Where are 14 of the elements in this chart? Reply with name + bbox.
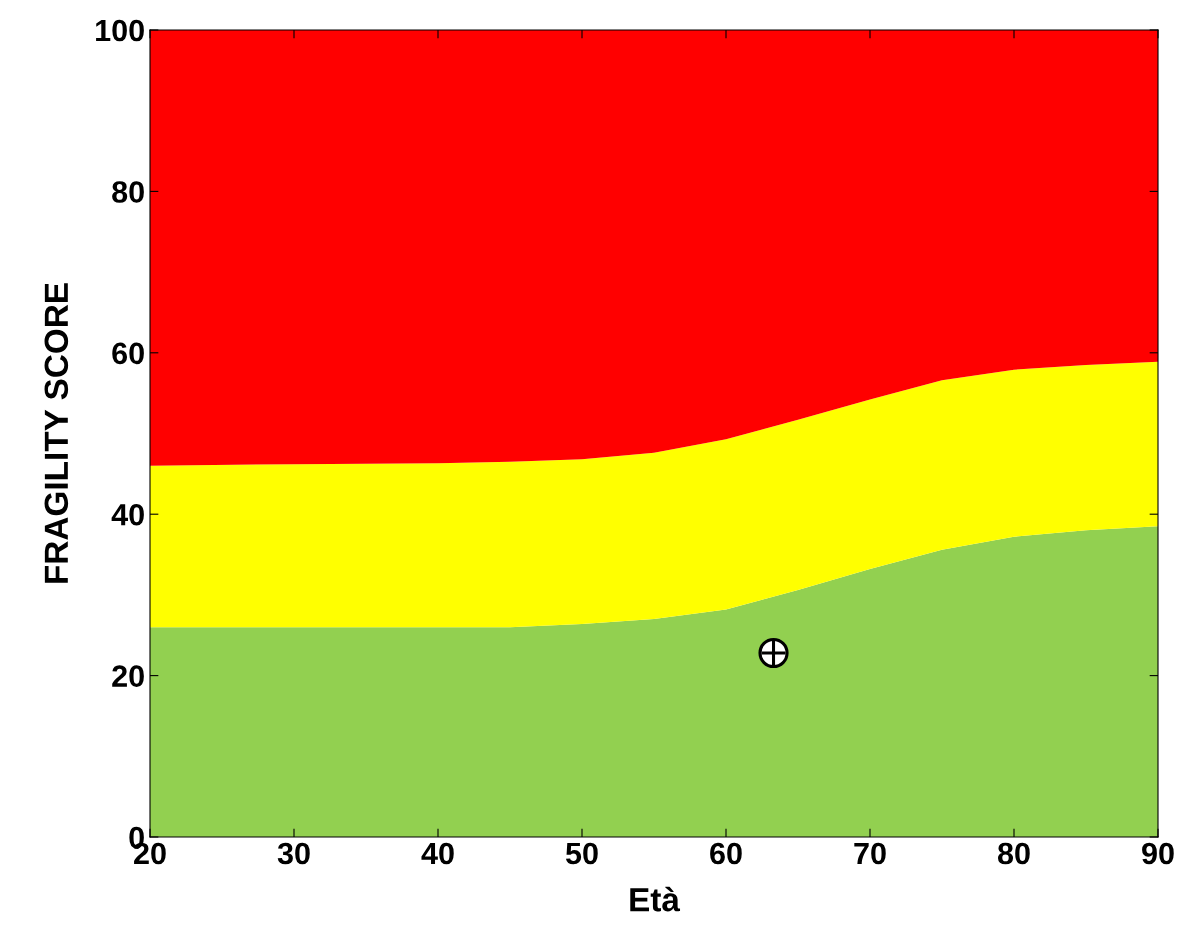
x-tick-label: 40	[421, 842, 454, 865]
y-axis-title: FRAGILITY SCORE	[44, 283, 69, 583]
y-tick-label: 80	[112, 181, 144, 203]
y-tick-label: 100	[96, 19, 144, 42]
x-axis-title: Età	[630, 886, 681, 912]
x-tick-label: 60	[710, 842, 742, 865]
x-tick-label: 70	[854, 842, 886, 865]
x-tick-label: 90	[1142, 842, 1174, 865]
x-tick-label: 30	[277, 842, 310, 865]
x-tick-label: 50	[565, 842, 598, 865]
y-tick-label: 20	[112, 665, 144, 687]
y-tick-label: 60	[112, 342, 144, 365]
x-tick-label: 80	[997, 842, 1030, 865]
y-tick-label: 40	[111, 503, 144, 526]
